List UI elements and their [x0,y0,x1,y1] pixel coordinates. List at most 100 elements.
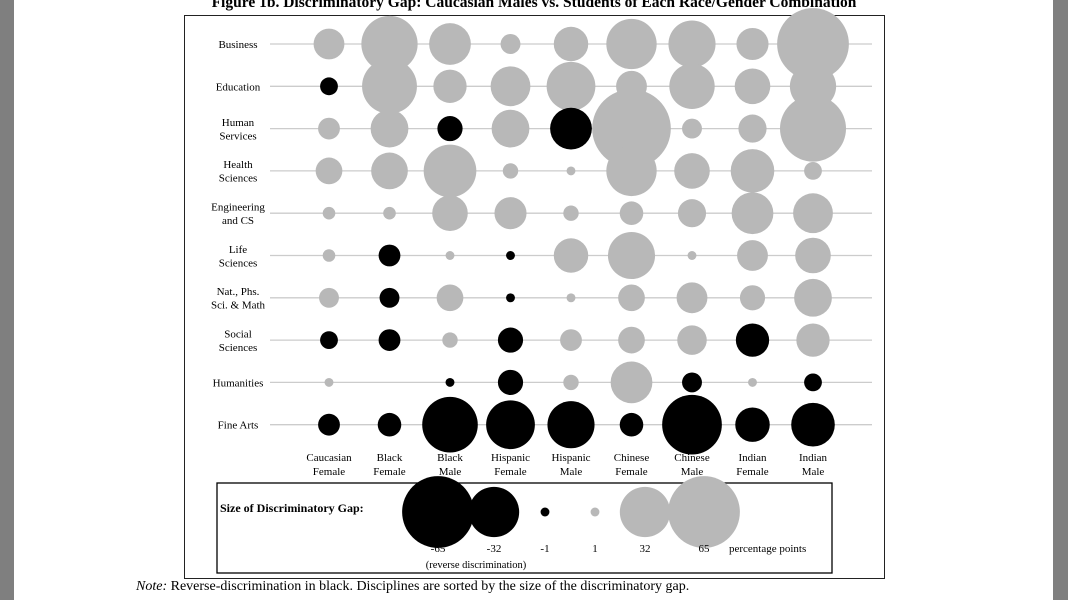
data-bubble [804,373,822,392]
data-bubble [610,361,653,404]
data-bubble [322,249,336,262]
data-bubble [566,293,576,303]
data-bubble [377,412,402,437]
data-bubble [677,325,707,355]
row-label: Services [219,130,256,142]
data-bubble [731,192,774,235]
data-bubble [674,153,710,189]
data-bubble [491,109,530,148]
legend-bubble [619,486,671,538]
data-bubble [378,244,401,267]
data-bubble [433,69,467,103]
data-bubble [777,8,849,80]
legend-note: (reverse discrimination) [426,560,527,571]
legend-value-label: -65 [431,543,446,555]
data-bubble [796,323,830,357]
row-label: Sciences [219,173,257,185]
column-label: Indian [799,452,828,464]
data-bubble [429,23,471,65]
data-bubble [315,157,343,185]
data-bubble [320,77,338,96]
figure-note: Note: Reverse-discrimination in black. D… [136,579,689,595]
row-label: Humanities [213,377,264,389]
column-label: Male [802,466,825,478]
data-bubble [320,331,338,349]
legend-bubble [668,476,740,548]
data-bubble [497,327,524,353]
column-label: Hispanic [551,452,590,464]
data-bubble [668,20,716,68]
row-label: Business [218,39,257,51]
legend-bubble [468,486,520,538]
row-label: Fine Arts [218,420,259,432]
legend-value-label: 1 [592,543,598,555]
data-bubble [553,238,589,273]
data-bubble [739,285,766,311]
column-label: Female [615,466,647,478]
data-bubble [791,402,835,447]
figure-frame [184,15,885,579]
column-label: Female [494,466,526,478]
data-bubble [734,68,771,105]
note-label: Note: [136,579,168,594]
column-label: Black [437,452,463,464]
legend-value-label: 32 [640,543,651,555]
legend-unit: percentage points [729,543,806,555]
column-label: Chinese [614,452,650,464]
data-bubble [566,166,576,176]
column-label: Female [736,466,768,478]
data-bubble [371,152,408,190]
data-bubble [546,61,596,111]
row-label: and CS [222,215,254,227]
data-bubble [618,326,645,354]
column-label: Hispanic [491,452,530,464]
data-bubble [793,193,833,234]
column-label: Indian [738,452,767,464]
column-label: Female [373,466,405,478]
left-margin-bar [0,0,14,600]
legend-value-label: -1 [540,543,549,555]
data-bubble [379,287,400,308]
data-bubble [804,162,822,180]
data-bubble [736,27,769,61]
data-bubble [362,58,417,114]
data-bubble [445,377,455,387]
data-bubble [370,109,409,148]
data-bubble [669,63,715,109]
data-bubble [547,401,595,449]
data-bubble [432,195,468,231]
data-bubble [682,372,702,393]
data-bubble [319,287,339,308]
data-bubble [738,114,767,143]
data-bubble [494,197,527,230]
data-bubble [682,118,702,139]
data-bubble [737,240,768,271]
data-bubble [563,374,579,391]
data-bubble [437,116,463,142]
row-label: Sciences [219,342,257,354]
data-bubble [779,95,847,162]
row-label: Sci. & Math [211,300,266,312]
data-bubble [318,413,340,436]
legend-value-label: -32 [487,543,502,555]
legend-box [216,482,833,574]
legend-bubble [402,476,474,548]
data-bubble [318,117,340,140]
data-bubble [677,199,707,228]
data-bubble [619,412,644,437]
data-bubble [422,396,478,453]
row-label: Human [222,117,255,129]
column-label: Male [439,466,462,478]
legend-bubble [590,507,600,517]
legend-value-label: 65 [699,543,711,555]
row-label: Engineering [211,201,265,213]
data-bubble [794,278,832,317]
column-label: Male [681,466,704,478]
data-bubble [676,282,708,314]
row-label: Education [216,81,261,93]
column-label: Black [377,452,403,464]
data-bubble [500,34,521,54]
row-label: Nat., Phs. [217,286,260,298]
data-bubble [361,15,418,73]
